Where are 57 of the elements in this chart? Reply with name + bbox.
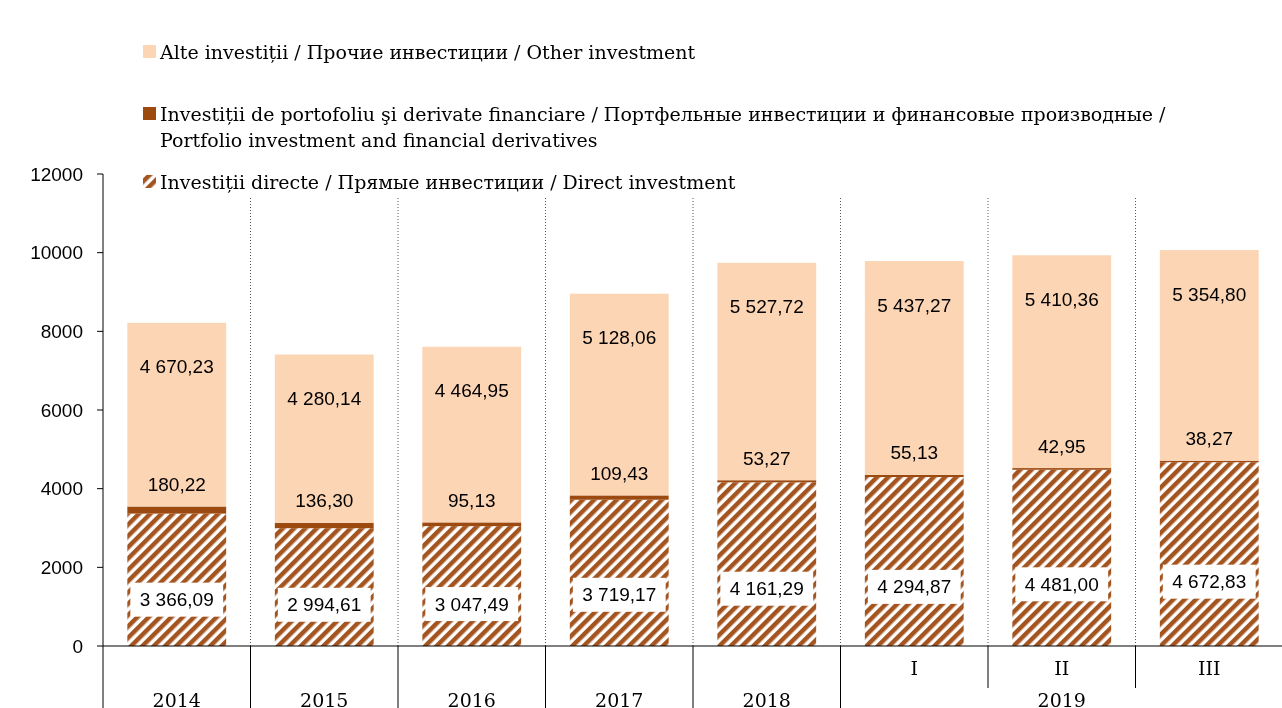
legend-label: Investiții de portofoliu şi derivate financiare / Портфельные инвестиции и финансовые производные / Portfolio investment and financial derivatives: [160, 103, 1167, 151]
bar: [717, 480, 817, 483]
bar: [274, 522, 374, 529]
data-label: 38,27: [1185, 428, 1234, 450]
data-label: 136,30: [295, 490, 354, 512]
bar: [1012, 255, 1112, 469]
data-label: 3 719,17: [582, 584, 657, 606]
data-label: 4 481,00: [1024, 573, 1099, 595]
x-tick-label: III: [1197, 657, 1221, 679]
bar: [864, 261, 964, 475]
data-label: 4 161,29: [729, 578, 804, 600]
data-label: 2 994,61: [287, 594, 362, 616]
y-tick-label: 0: [72, 635, 83, 657]
data-label: 42,95: [1037, 435, 1086, 457]
data-label: 5 437,27: [877, 294, 952, 316]
bar: [864, 474, 964, 478]
legend-label: Alte investiții / Прочие инвестиции / Other investment: [159, 41, 696, 63]
data-label: 109,43: [590, 462, 649, 484]
x-tick-label: II: [1054, 657, 1070, 679]
x-tick-label: 2015: [300, 689, 349, 708]
x-tick-label: 2016: [447, 689, 496, 708]
x-tick-label: 2017: [595, 689, 644, 708]
x-tick-label: 2014: [152, 689, 201, 708]
bar: [1159, 250, 1259, 461]
bar: [422, 346, 522, 523]
data-label: 95,13: [447, 489, 496, 511]
data-label: 5 354,80: [1172, 283, 1247, 305]
bar: [569, 293, 669, 496]
data-label: 5 410,36: [1024, 288, 1099, 310]
data-label: 4 294,87: [877, 576, 952, 598]
data-label: 4 464,95: [434, 380, 509, 402]
bar: [274, 354, 374, 523]
y-tick-label: 12000: [30, 163, 83, 185]
y-tick-label: 10000: [30, 242, 83, 264]
data-label: 5 128,06: [582, 327, 657, 349]
bar: [717, 262, 817, 481]
bar: [569, 495, 669, 500]
x-tick-label: 2018: [742, 689, 791, 708]
legend-label: Investiții directe / Прямые инвестиции / Direct investment: [160, 171, 736, 193]
bar: [127, 506, 227, 514]
bar: [127, 322, 227, 507]
y-tick-label: 4000: [40, 478, 83, 500]
text: 2019: [1037, 689, 1086, 708]
data-label: 180,22: [147, 474, 206, 496]
data-label: 3 047,49: [434, 593, 509, 615]
data-label: 4 670,23: [139, 356, 214, 378]
data-label: 55,13: [890, 442, 939, 464]
data-label: 5 527,72: [729, 296, 804, 318]
bar: [422, 522, 522, 527]
data-label: 53,27: [742, 447, 791, 469]
x-tick-label: I: [910, 657, 919, 679]
y-tick-label: 6000: [40, 399, 83, 421]
y-tick-label: 8000: [40, 320, 83, 342]
data-label: 4 280,14: [287, 388, 362, 409]
data-label: 3 366,09: [139, 589, 214, 611]
data-label: 4 672,83: [1172, 571, 1247, 593]
y-tick-label: 2000: [40, 556, 83, 578]
